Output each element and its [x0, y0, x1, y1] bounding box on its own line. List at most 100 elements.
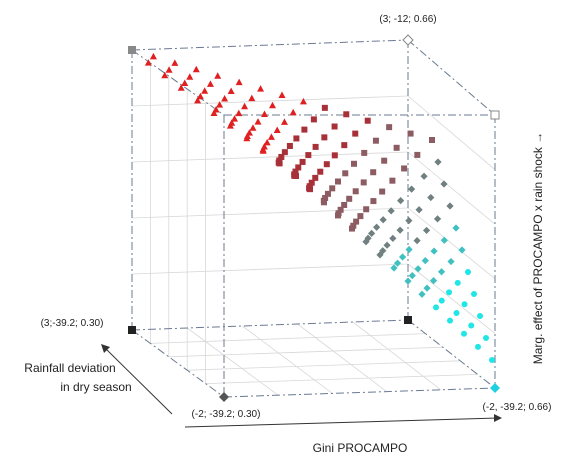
point-triangle	[194, 96, 202, 104]
point-triangle	[165, 66, 173, 73]
point-triangle	[161, 71, 169, 79]
point-triangle	[196, 92, 204, 100]
point-circle	[477, 313, 483, 319]
point-diamond	[414, 265, 422, 273]
point-diamond	[440, 180, 448, 188]
point-diamond	[368, 229, 376, 237]
grid-line	[131, 263, 409, 275]
point-square	[335, 178, 341, 185]
point-diamond	[405, 217, 413, 225]
point-triangle	[231, 115, 239, 122]
point-square	[286, 142, 293, 149]
point-square	[321, 134, 328, 141]
grid-line	[242, 325, 333, 394]
point-triangle	[299, 97, 307, 105]
point-square	[372, 137, 379, 144]
point-square	[352, 130, 359, 137]
point-square	[337, 206, 344, 213]
corner-markers	[128, 34, 500, 402]
point-diamond	[398, 253, 407, 261]
point-square	[292, 168, 299, 175]
point-square	[429, 137, 435, 143]
point-square	[357, 213, 364, 220]
point-triangle	[235, 78, 243, 86]
point-triangle	[263, 138, 271, 146]
point-triangle	[243, 132, 251, 140]
point-square	[295, 164, 302, 171]
point-triangle	[245, 129, 253, 136]
point-triangle	[261, 110, 269, 118]
point-circle	[489, 357, 495, 363]
point-square	[341, 142, 348, 149]
point-diamond	[458, 246, 466, 254]
point-triangle	[257, 85, 265, 92]
point-square	[414, 151, 421, 158]
corner-marker-back-bottom	[404, 316, 412, 324]
grid-line	[407, 95, 496, 170]
point-square	[361, 149, 368, 156]
point-triangle	[171, 59, 179, 66]
point-diamond	[434, 158, 442, 166]
corner-marker-right-top	[490, 110, 500, 120]
point-diamond	[423, 284, 431, 292]
point-diamond	[393, 259, 402, 267]
point-triangle	[269, 101, 277, 109]
corner-label-right-bottom: (-2, -39.2; 0.66)	[483, 402, 552, 413]
point-square	[321, 104, 328, 111]
point-triangle	[280, 118, 288, 125]
corner-marker-top-left	[128, 46, 136, 54]
point-diamond	[364, 234, 372, 242]
point-triangle	[260, 143, 268, 150]
point-diamond	[383, 241, 391, 249]
axis-title-marg-effect: Marg. effect of PROCAMPO x rain shock →	[531, 132, 545, 365]
point-square	[317, 168, 324, 175]
point-triangle	[149, 52, 157, 60]
point-diamond	[429, 277, 438, 285]
point-diamond	[396, 226, 404, 234]
grid-line	[407, 263, 496, 334]
point-diamond	[404, 277, 412, 285]
corner-marker-front-bottom	[219, 392, 229, 402]
point-diamond	[408, 272, 416, 280]
point-diamond	[408, 185, 416, 193]
box-edge	[131, 319, 409, 331]
point-diamond	[390, 264, 398, 272]
box-edge	[407, 319, 496, 389]
point-square	[343, 111, 350, 118]
point-circle	[446, 289, 453, 296]
point-circle	[447, 317, 453, 324]
grid-line	[186, 327, 279, 396]
point-square	[310, 116, 317, 123]
gini-axis-arrow-line	[184, 417, 499, 428]
point-square	[312, 174, 319, 181]
point-diamond	[379, 247, 387, 255]
grid-line	[131, 95, 409, 107]
point-square	[350, 222, 357, 229]
point-square	[312, 143, 319, 150]
point-diamond	[415, 206, 423, 214]
point-triangle	[227, 87, 235, 94]
point-circle	[454, 279, 461, 286]
grid-line	[131, 207, 409, 219]
point-diamond	[413, 237, 421, 245]
point-triangle	[241, 102, 249, 110]
point-diamond	[447, 257, 455, 266]
point-diamond	[433, 215, 442, 223]
point-square	[305, 152, 312, 159]
point-triangle	[201, 87, 209, 94]
point-triangle	[249, 124, 257, 131]
point-triangle	[192, 65, 200, 73]
point-triangle	[181, 79, 189, 86]
grid-line	[187, 360, 461, 371]
point-circle	[461, 301, 468, 308]
box-edge	[407, 39, 496, 116]
axis-arrows	[101, 344, 502, 428]
point-triangle	[248, 94, 256, 102]
bounding-box	[131, 39, 496, 398]
point-diamond	[389, 234, 397, 242]
point-circle	[453, 310, 460, 317]
point-square	[342, 170, 349, 177]
box-edge	[131, 49, 225, 116]
point-diamond	[420, 172, 428, 180]
